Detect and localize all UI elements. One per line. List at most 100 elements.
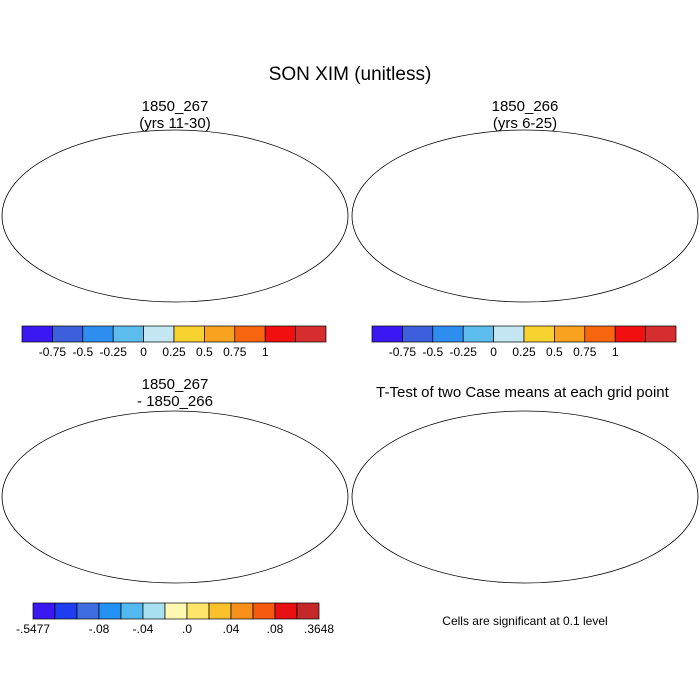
north-america-region [387,142,485,216]
colorbar-swatch [52,325,84,343]
significant-cell [422,467,428,471]
land-outline-panel-4 [375,417,675,587]
colorbar-tick-label: 0.75 [223,345,247,359]
arabia-region [211,194,237,212]
colorbar-tick-label: 1 [262,345,269,359]
ca-outline [430,495,449,513]
south-america-region [445,230,487,288]
significant-cell [562,494,568,500]
significant-cell [542,475,548,479]
colorbar-swatch [164,602,188,620]
colorbar-swatch [493,325,525,343]
colorbar-swatch [32,602,56,620]
colorbar-tick-label: 0.5 [546,345,563,359]
colorbar-swatch [462,325,494,343]
south-america-blue-core [453,240,481,272]
panel-1-title: 1850_267 (yrs 11-30) [25,98,325,132]
south-america-negative [112,534,128,550]
south-america-blue-core [103,240,131,272]
colorbar-swatch [274,602,298,620]
panel-2-years-label: (yrs 6-25) [492,115,558,132]
panel-3-title: 1850_267 - 1850_266 [25,376,325,410]
panel-1-years-label: (yrs 11-30) [139,115,211,132]
colorbar-tick-label: -0.25 [450,345,478,359]
east-asia-blue [259,459,291,475]
colorbar-tick-label: -.5477 [16,622,50,636]
colorbar-swatch [120,602,144,620]
amazon-positive [105,513,125,533]
significant-cell [434,451,440,455]
greenland-region [135,136,170,158]
colorbar-swatch [143,325,175,343]
colorbar-tick-label: 0 [140,345,147,359]
map-panel-2 [375,136,675,306]
north-america-lightblue [77,198,93,214]
india-region [241,483,255,501]
australia-outline [631,517,671,547]
australia-region [281,517,321,547]
south-america-region [95,230,137,288]
southeast-asia-region [267,489,305,511]
panel-1-case-label: 1850_267 [141,98,209,115]
north-america-region [37,423,135,497]
eurasia-region [520,144,675,210]
north-america-positive [59,457,91,477]
colorbar-swatch [54,602,78,620]
colorbar-swatch [230,602,254,620]
panel-4-title: T-Test of two Case means at each grid po… [345,384,700,401]
colorbar-panel-3: -.5477 -.08 -.04 .0 .04 .08 .3648 [16,602,334,636]
colorbar-tick-label: -0.25 [100,345,128,359]
colorbar-swatch [252,602,276,620]
mongolia-blue [230,166,290,182]
panel-3-case-label: 1850_267 [141,376,209,393]
colorbar-tick-label: .04 [223,622,240,636]
sahara-yellow [173,473,217,489]
north-america-blue-core [418,186,442,206]
land-fill-panel-1 [25,136,325,306]
map-panel-1 [25,136,325,306]
panel-3-diff-label: - 1850_266 [137,393,213,410]
europe-lightblue [525,162,561,174]
colorbar-panel-1: -0.75 -0.5 -0.25 0 0.25 0.5 0.75 1 [21,325,327,359]
map-panel-3 [25,417,325,587]
colorbar-swatch [295,325,327,343]
colorbar-tick-label: .3648 [304,622,334,636]
australia-region [631,236,671,266]
north-america-negative [80,471,100,487]
colorbar-swatch [554,325,586,343]
sahara-darkblue [517,188,573,208]
panel-2-title: 1850_266 (yrs 6-25) [375,98,675,132]
colorbar-swatch [523,325,555,343]
significant-cell [580,464,590,470]
land-fill-panel-3 [25,417,325,587]
arabia-outline [561,475,587,493]
europe-lightblue [175,162,211,174]
south-america-region [95,511,137,569]
colorbar-swatch [402,325,434,343]
seasia-outline [617,489,655,511]
colorbar-tick-label: .08 [267,622,284,636]
central-asia-blue [200,166,260,186]
north-america-orange-band [53,160,113,172]
significant-cell [613,469,621,477]
north-america-yellow-band [421,170,465,182]
colorbar-tick-label: .0 [182,622,192,636]
significant-cell [532,455,538,459]
southeast-asia-region [617,208,655,230]
antarctica-outline [375,557,675,587]
map-border-panel-3 [1,410,349,584]
eurasia-region [170,425,325,491]
colorbar-swatch [234,325,266,343]
eurasia-region [170,144,325,210]
north-america-lightblue [427,198,443,214]
mongolia-blue [580,166,640,182]
colorbar-tick-label: 0.75 [573,345,597,359]
central-africa-lightblue [183,214,207,230]
land-fill-panel-2 [375,136,675,306]
colorbar-tick-label: -0.5 [422,345,443,359]
sa-outline [445,511,487,569]
canada-lightblue [51,442,79,452]
colorbar-swatch [584,325,616,343]
greenland-region [485,136,520,158]
central-africa-lightblue [533,214,557,230]
